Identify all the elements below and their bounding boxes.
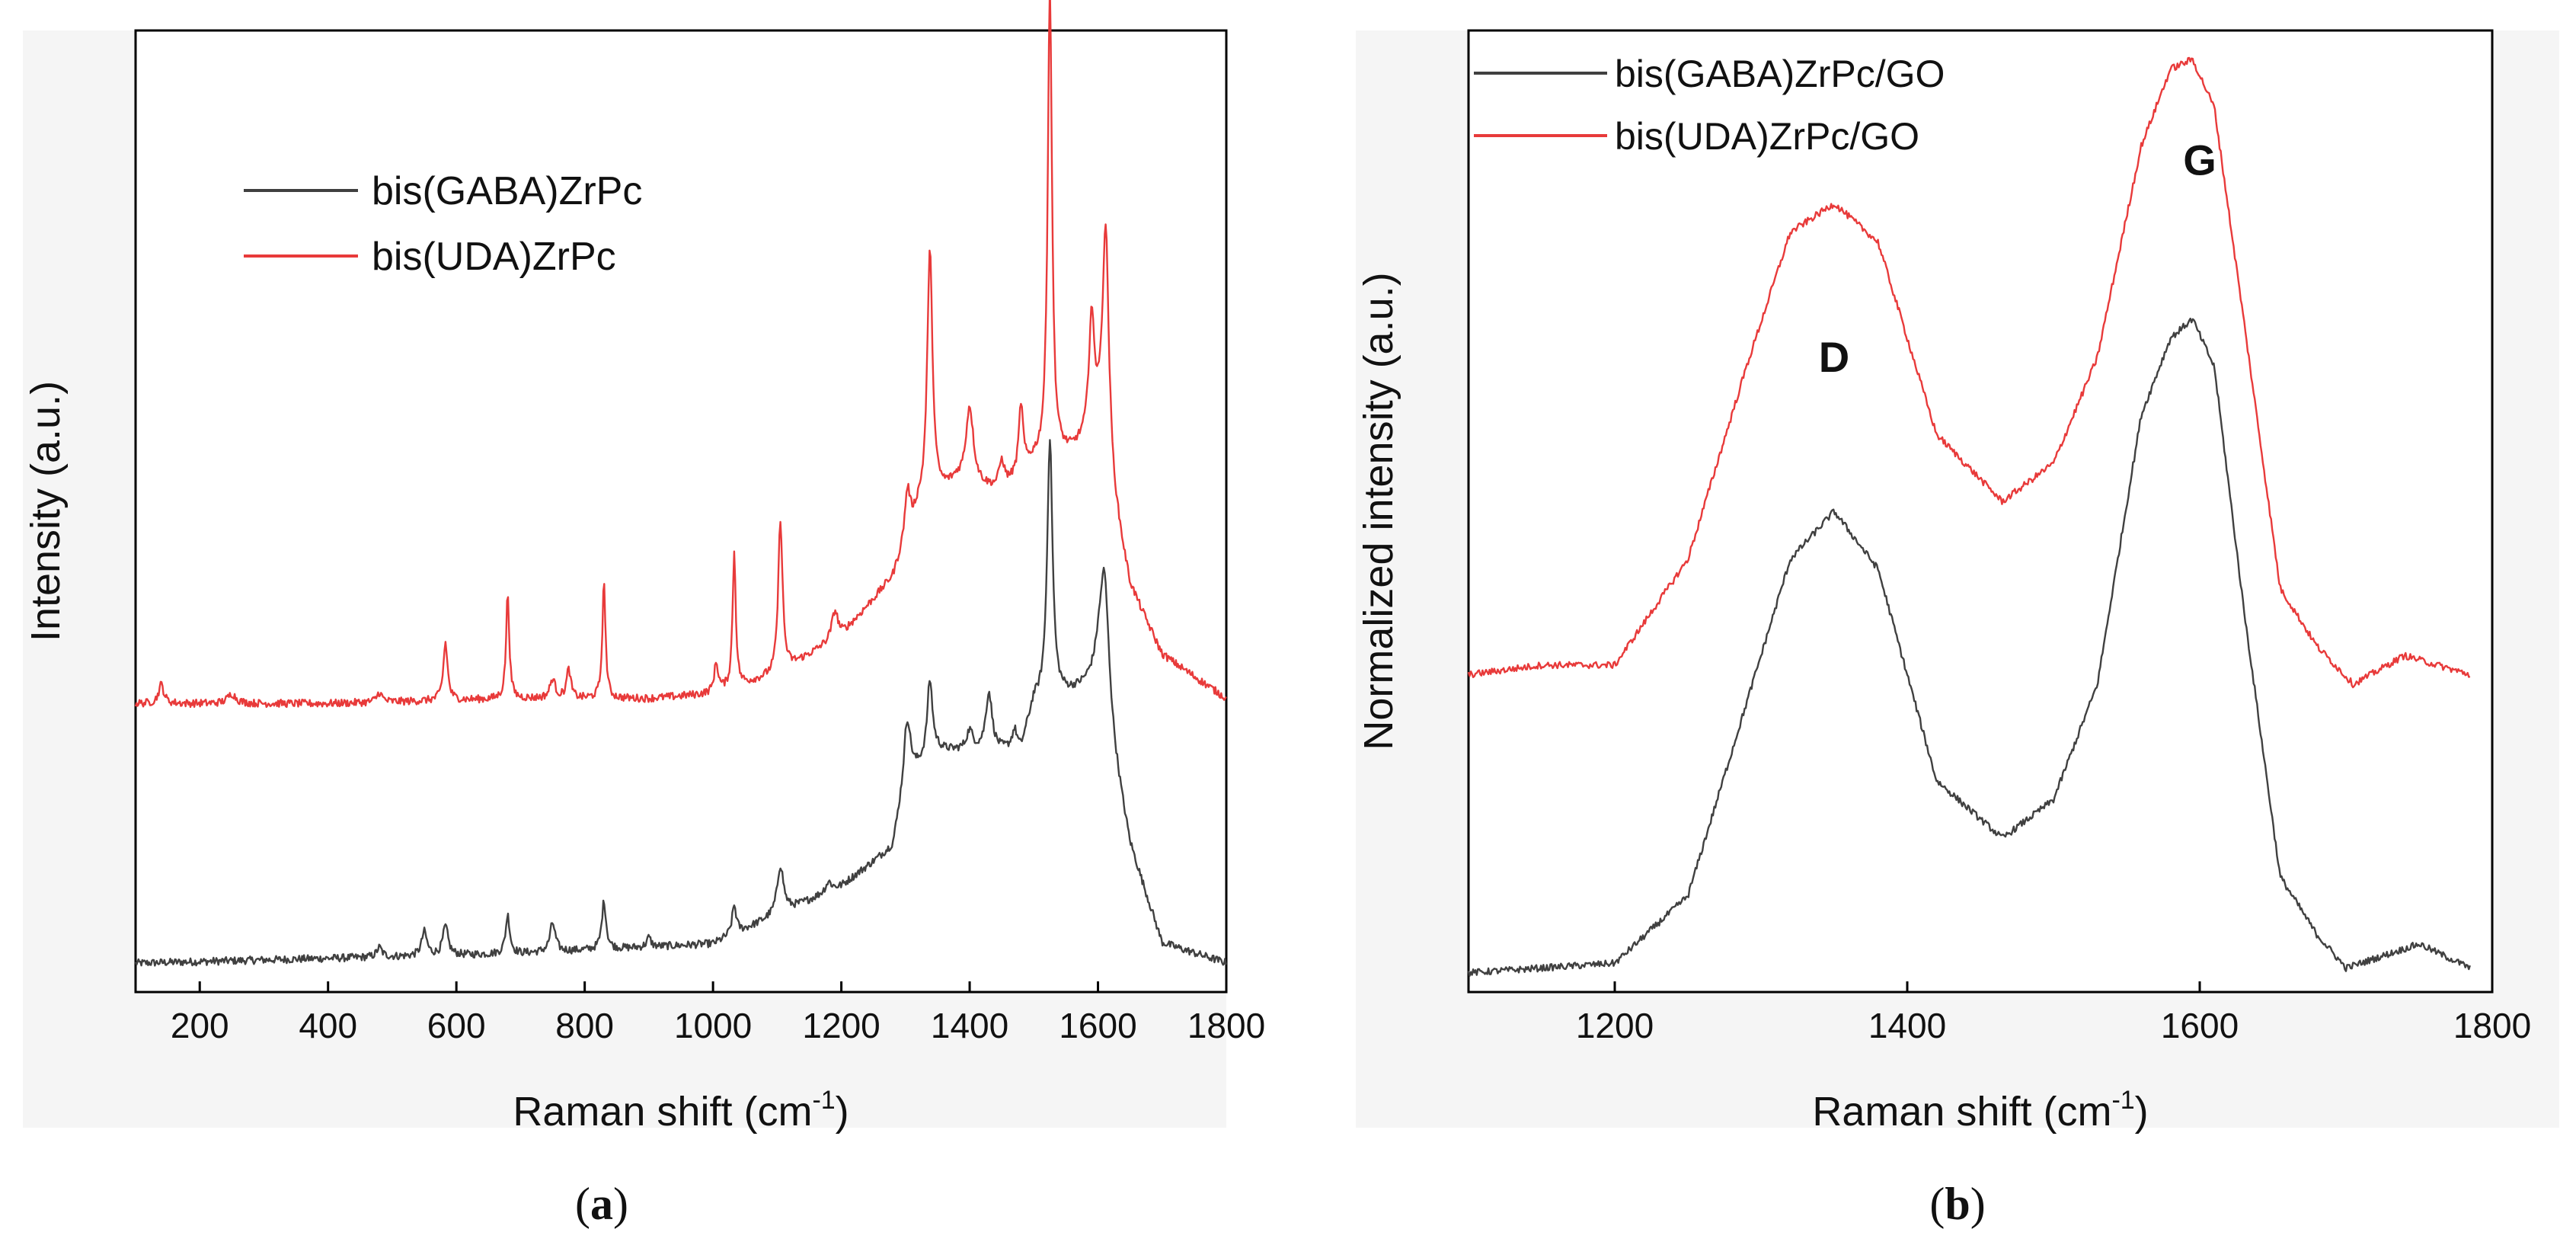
x-tick-label: 1200 (1576, 1006, 1654, 1045)
annotation-g-band: G (2183, 136, 2216, 184)
x-tick-label: 400 (299, 1006, 357, 1045)
x-tick-label: 600 (427, 1006, 486, 1045)
series-line-bis-uda-zrpc (134, 0, 1227, 709)
panel-b-label: (b) (1929, 1179, 1985, 1229)
panel-b-legend: bis(GABA)ZrPc/GO bis(UDA)ZrPc/GO (1474, 53, 1945, 158)
series-line-bis-gaba-zrpc (134, 439, 1227, 967)
panel-a: 200 400 600 800 1000 1200 1400 1600 1800 bis(GAB… (23, 0, 1265, 1229)
series-line-bis-gaba-zrpc-go (1467, 317, 2471, 977)
x-tick-label: 1400 (931, 1006, 1008, 1045)
x-tick-label: 1600 (2161, 1006, 2239, 1045)
legend-label-bis-uda-zrpc: bis(UDA)ZrPc (372, 235, 616, 279)
panel-a-y-axis-label: Intensity (a.u.) (23, 381, 69, 642)
panel-a-plot-area (134, 29, 1228, 994)
panel-a-label: (a) (575, 1179, 628, 1229)
panel-b-x-axis-label: Raman shift (cm-1) (1812, 1086, 2148, 1135)
x-tick-label: 1200 (802, 1006, 880, 1045)
panel-a-x-axis-label: Raman shift (cm-1) (513, 1086, 849, 1135)
panel-a-legend: bis(GABA)ZrPc bis(UDA)ZrPc (244, 169, 642, 279)
x-tick-label: 200 (171, 1006, 229, 1045)
panel-b-x-axis: 1200 1400 1600 1800 (1576, 981, 2531, 1045)
x-tick-label: 1600 (1059, 1006, 1136, 1045)
panel-a-x-axis: 200 400 600 800 1000 1200 1400 1600 1800 (171, 981, 1265, 1045)
x-tick-label: 800 (555, 1006, 614, 1045)
panel-b-series (1467, 56, 2471, 977)
legend-label-bis-gaba-zrpc-go: bis(GABA)ZrPc/GO (1615, 53, 1945, 95)
panel-b-plot-area (1467, 29, 2494, 994)
x-tick-label: 1800 (2453, 1006, 2531, 1045)
x-tick-label: 1400 (1868, 1006, 1946, 1045)
x-tick-label: 1000 (674, 1006, 752, 1045)
legend-label-bis-gaba-zrpc: bis(GABA)ZrPc (372, 169, 642, 213)
panel-b-y-axis-label: Normalized intensity (a.u.) (1356, 272, 1401, 750)
legend-label-bis-uda-zrpc-go: bis(UDA)ZrPc/GO (1615, 115, 1919, 158)
annotation-d-band: D (1819, 333, 1849, 381)
panel-b: 1200 1400 1600 1800 D G bis(GABA)ZrPc/GO bi… (1356, 29, 2559, 1229)
panel-a-series (134, 0, 1227, 967)
x-tick-label: 1800 (1187, 1006, 1265, 1045)
series-line-bis-uda-zrpc-go (1467, 56, 2471, 689)
